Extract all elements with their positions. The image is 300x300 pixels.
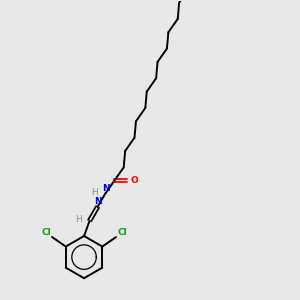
Text: O: O	[130, 176, 138, 185]
Text: H: H	[91, 188, 98, 197]
Text: N: N	[94, 197, 102, 206]
Text: N: N	[102, 184, 109, 193]
Text: Cl: Cl	[41, 227, 51, 236]
Text: Cl: Cl	[117, 227, 127, 236]
Text: H: H	[76, 215, 82, 224]
